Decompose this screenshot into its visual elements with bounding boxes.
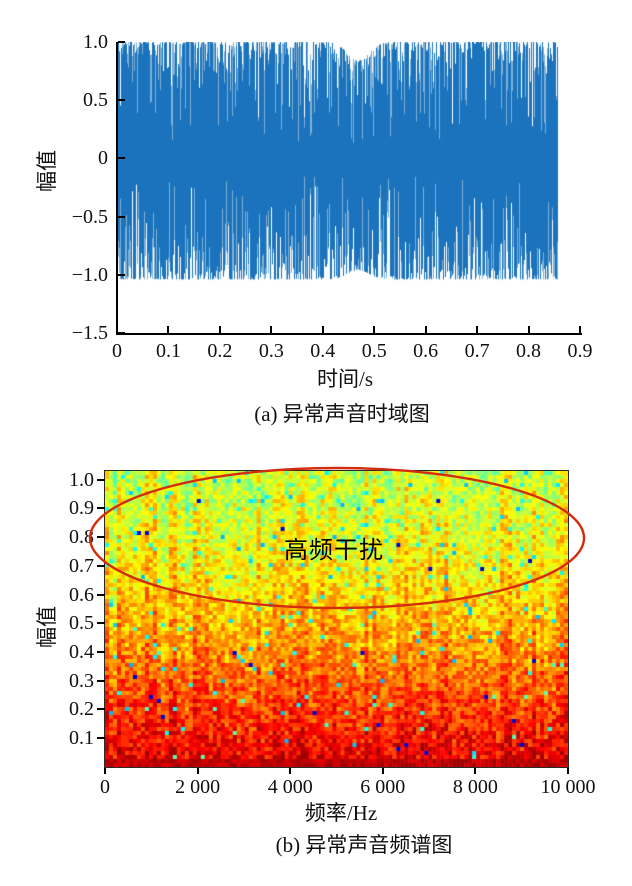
chart-b-y-tick-label: 0.2 [69, 698, 94, 721]
chart-b-y-tick [97, 507, 105, 510]
chart-b-y-tick [97, 478, 105, 481]
chart-b-x-tick-label: 8 000 [452, 776, 498, 798]
chart-a-y-tick-label: 0 [98, 147, 108, 170]
chart-b-x-tick [289, 768, 292, 774]
chart-a-y-tick-label: 0.5 [83, 89, 108, 112]
chart-a-y-tick-label: −1.5 [71, 322, 108, 344]
chart-a-x-tick [527, 326, 530, 333]
chart-a-y-tick-label: 1.0 [83, 31, 108, 53]
chart-b-y-tick-label: 0.6 [69, 583, 94, 606]
chart-a-ylabel: 幅值 [35, 150, 59, 192]
waveform-canvas [117, 42, 580, 333]
chart-a-y-tick [118, 332, 125, 334]
chart-b-x-tick [104, 768, 106, 774]
chart-a-x-tick-label: 0.5 [361, 340, 387, 362]
chart-b-caption: (b) 异常声音频谱图 [275, 833, 453, 857]
chart-b-y-tick [97, 536, 105, 539]
chart-a-bottom-spine [116, 333, 582, 335]
chart-a-x-tick [321, 326, 324, 333]
chart-b-x-tick [567, 768, 569, 774]
chart-b-x-tick-label: 2 000 [175, 776, 221, 798]
chart-b-y-tick [97, 622, 105, 625]
chart-a-y-tick [118, 99, 125, 102]
chart-b-y-tick [97, 593, 105, 596]
chart-b-y-tick-label: 0.1 [69, 727, 94, 749]
chart-b-y-tick-label: 1.0 [69, 468, 94, 491]
chart-a-x-tick [579, 326, 581, 333]
chart-a-x-tick-label: 0.8 [516, 340, 542, 362]
chart-a-left-spine [116, 42, 118, 335]
chart-a-x-tick-label: 0 [112, 340, 122, 362]
chart-a-x-tick [373, 326, 376, 333]
chart-b-y-tick [97, 679, 105, 682]
chart-b-y-tick-label: 0.8 [69, 526, 94, 549]
chart-b-y-tick [97, 708, 105, 711]
chart-a-x-tick-label: 0.7 [464, 340, 490, 362]
chart-a-x-tick-label: 0.2 [207, 340, 233, 362]
chart-b-x-tick-label: 10 000 [540, 776, 596, 798]
chart-a-x-tick [167, 326, 170, 333]
chart-b-x-tick [196, 768, 199, 774]
chart-a-x-tick-label: 0.6 [413, 340, 439, 362]
chart-b-ylabel: 幅值 [35, 606, 59, 648]
chart-a-y-tick-label: −0.5 [71, 205, 108, 228]
chart-a-x-tick [270, 326, 273, 333]
chart-b-y-tick [97, 737, 105, 739]
chart-a-xlabel: 时间/s [316, 367, 373, 391]
chart-b-y-tick-label: 0.9 [69, 497, 94, 520]
chart-a-x-tick [116, 326, 118, 333]
chart-b-xlabel: 频率/Hz [304, 801, 378, 825]
chart-a-x-tick-label: 0.1 [155, 340, 181, 362]
chart-b-x-tick [474, 768, 477, 774]
annotation-label: 高频干扰 [284, 538, 384, 564]
chart-a-y-tick [118, 157, 125, 160]
chart-a-y-tick [118, 41, 125, 43]
chart-b-x-tick-label: 6 000 [360, 776, 406, 798]
chart-b-y-tick [97, 650, 105, 653]
chart-a-x-tick [218, 326, 221, 333]
chart-a-y-tick [118, 215, 125, 218]
chart-b-x-tick-label: 0 [100, 776, 110, 798]
chart-b-x-tick [381, 768, 384, 774]
chart-a-y-tick [118, 273, 125, 276]
chart-a-x-tick-label: 0.4 [310, 340, 336, 362]
chart-a-caption: (a) 异常声音时域图 [254, 402, 430, 426]
chart-a-x-tick-label: 0.9 [567, 340, 593, 362]
chart-b-y-tick-label: 0.7 [69, 554, 94, 577]
chart-b-y-tick-label: 0.3 [69, 669, 94, 692]
chart-a-y-tick-label: −1.0 [71, 263, 108, 286]
chart-a-x-tick [476, 326, 479, 333]
chart-b-x-tick-label: 4 000 [267, 776, 313, 798]
chart-a-x-tick-label: 0.3 [258, 340, 284, 362]
chart-a-x-tick [424, 326, 427, 333]
chart-b-y-tick-label: 0.4 [69, 640, 94, 663]
chart-b-frame [104, 470, 569, 768]
chart-b-y-tick [97, 564, 105, 567]
chart-b-y-tick-label: 0.5 [69, 612, 94, 635]
